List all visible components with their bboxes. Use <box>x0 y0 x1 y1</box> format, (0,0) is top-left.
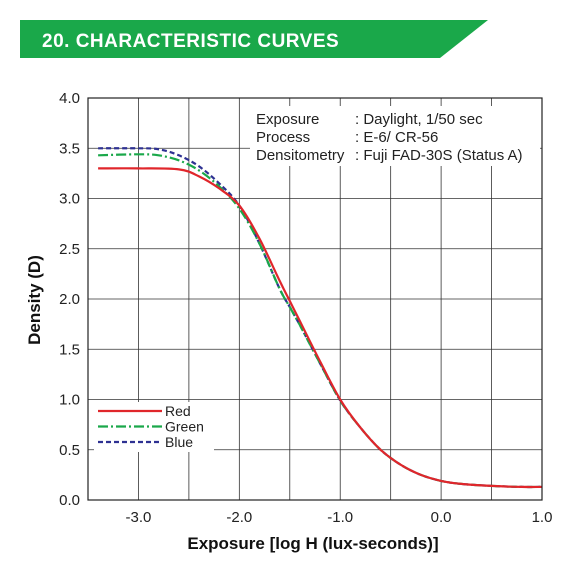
y-tick-label: 1.0 <box>59 392 80 409</box>
y-tick-label: 0.5 <box>59 442 80 459</box>
series-line-red <box>98 167 543 489</box>
y-tick-label: 0.0 <box>59 492 80 509</box>
y-tick-label: 3.5 <box>59 140 80 157</box>
y-tick-label: 4.0 <box>59 90 80 107</box>
x-tick-label: -3.0 <box>126 509 152 526</box>
y-axis-title: Density (D) <box>25 255 44 345</box>
y-tick-label: 3.0 <box>59 191 80 208</box>
info-value-densitometry: : Fuji FAD-30S (Status A) <box>355 147 523 164</box>
info-label-densitometry: Densitometry <box>256 147 345 164</box>
plot-frame <box>87 97 543 501</box>
series-line-green <box>98 153 543 489</box>
header-banner: 20. CHARACTERISTIC CURVES <box>20 20 488 58</box>
header-banner-shape <box>20 20 488 58</box>
legend-label-blue: Blue <box>165 434 193 450</box>
info-box: Exposure : Daylight, 1/50 sec Process : … <box>250 106 540 166</box>
x-tick-label: -1.0 <box>327 509 353 526</box>
tick-labels: -3.0 -2.0 -1.0 0.0 1.0 0.0 0.5 1.0 1.5 2.0 2.5 3.0 3… <box>59 90 552 526</box>
info-value-process: : E-6/ CR-56 <box>355 129 438 146</box>
x-tick-label: -2.0 <box>226 509 252 526</box>
curves <box>98 147 543 489</box>
x-tick-label: 1.0 <box>532 509 553 526</box>
info-box-background <box>250 106 540 166</box>
info-label-process: Process <box>256 129 310 146</box>
page-title: 20. CHARACTERISTIC CURVES <box>42 31 339 52</box>
legend-label-red: Red <box>165 403 191 419</box>
y-tick-label: 2.0 <box>59 291 80 308</box>
info-label-exposure: Exposure <box>256 111 319 128</box>
legend-label-green: Green <box>165 419 204 435</box>
x-tick-label: 0.0 <box>431 509 452 526</box>
info-value-exposure: : Daylight, 1/50 sec <box>355 111 483 128</box>
x-axis-title: Exposure [log H (lux-seconds)] <box>187 534 438 553</box>
y-tick-label: 2.5 <box>59 241 80 258</box>
y-tick-label: 1.5 <box>59 341 80 358</box>
